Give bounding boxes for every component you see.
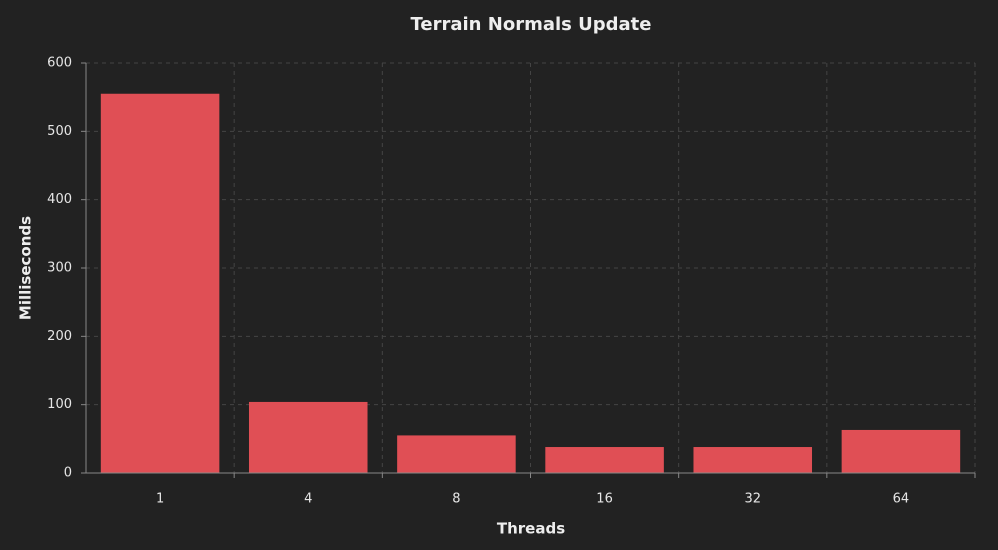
y-tick-label: 300 bbox=[47, 261, 72, 276]
y-tick-label: 100 bbox=[47, 397, 72, 412]
x-tick-label: 4 bbox=[304, 492, 312, 507]
y-tick-label: 600 bbox=[47, 56, 72, 71]
x-tick-label: 8 bbox=[452, 492, 460, 507]
x-tick-label: 1 bbox=[156, 492, 164, 507]
bar bbox=[100, 93, 220, 473]
x-tick-label: 16 bbox=[596, 492, 613, 507]
x-tick-label: 64 bbox=[893, 492, 910, 507]
x-axis-label: Threads bbox=[497, 520, 565, 538]
y-tick-label: 200 bbox=[47, 329, 72, 344]
y-tick-label: 400 bbox=[47, 192, 72, 207]
bar bbox=[693, 447, 813, 473]
bar bbox=[841, 429, 961, 473]
bar bbox=[397, 435, 516, 473]
bar bbox=[545, 447, 664, 473]
bar bbox=[248, 401, 368, 473]
y-tick-label: 500 bbox=[47, 124, 72, 139]
y-tick-label: 0 bbox=[64, 466, 72, 481]
y-axis-label: Milliseconds bbox=[17, 216, 35, 320]
x-tick-label: 32 bbox=[744, 492, 761, 507]
chart-title: Terrain Normals Update bbox=[411, 14, 652, 35]
